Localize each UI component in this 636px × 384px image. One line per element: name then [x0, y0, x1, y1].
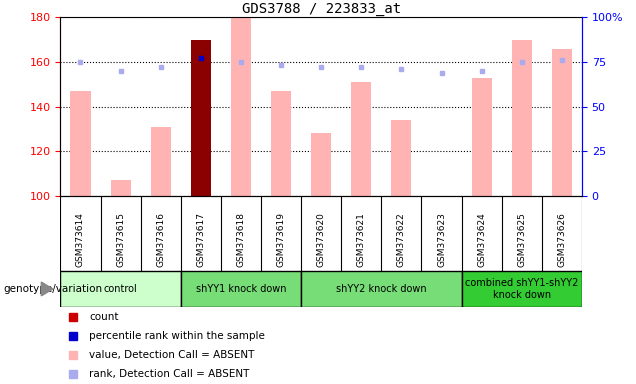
Title: GDS3788 / 223833_at: GDS3788 / 223833_at [242, 2, 401, 16]
Text: GSM373623: GSM373623 [437, 212, 446, 267]
Text: GSM373618: GSM373618 [237, 212, 245, 267]
Text: GSM373615: GSM373615 [116, 212, 125, 267]
Bar [512, 40, 532, 196]
Text: GSM373624: GSM373624 [477, 212, 486, 267]
Text: GSM373616: GSM373616 [156, 212, 165, 267]
Bar [301, 271, 462, 307]
Bar [71, 91, 90, 196]
Bar [111, 180, 130, 196]
Text: shYY1 knock down: shYY1 knock down [196, 284, 286, 294]
Bar [462, 271, 582, 307]
Bar [391, 120, 411, 196]
Text: shYY2 knock down: shYY2 knock down [336, 284, 427, 294]
Text: combined shYY1-shYY2
knock down: combined shYY1-shYY2 knock down [465, 278, 579, 300]
Text: GSM373621: GSM373621 [357, 212, 366, 267]
Text: percentile rank within the sample: percentile rank within the sample [89, 331, 265, 341]
Text: GSM373625: GSM373625 [517, 212, 526, 267]
Text: GSM373622: GSM373622 [397, 212, 406, 267]
Text: GSM373619: GSM373619 [277, 212, 286, 267]
Bar [472, 78, 492, 196]
Bar [271, 91, 291, 196]
Text: GSM373620: GSM373620 [317, 212, 326, 267]
Bar [181, 271, 301, 307]
Bar [311, 133, 331, 196]
Text: control: control [104, 284, 137, 294]
Bar [60, 271, 181, 307]
Text: rank, Detection Call = ABSENT: rank, Detection Call = ABSENT [89, 369, 249, 379]
Bar [191, 40, 211, 196]
Text: GSM373626: GSM373626 [557, 212, 567, 267]
Bar [552, 48, 572, 196]
Text: count: count [89, 312, 118, 322]
Bar [351, 82, 371, 196]
Text: GSM373614: GSM373614 [76, 212, 85, 267]
Text: genotype/variation: genotype/variation [3, 284, 102, 294]
Text: GSM373617: GSM373617 [197, 212, 205, 267]
Bar [231, 17, 251, 196]
Text: value, Detection Call = ABSENT: value, Detection Call = ABSENT [89, 350, 254, 360]
Bar [151, 127, 170, 196]
